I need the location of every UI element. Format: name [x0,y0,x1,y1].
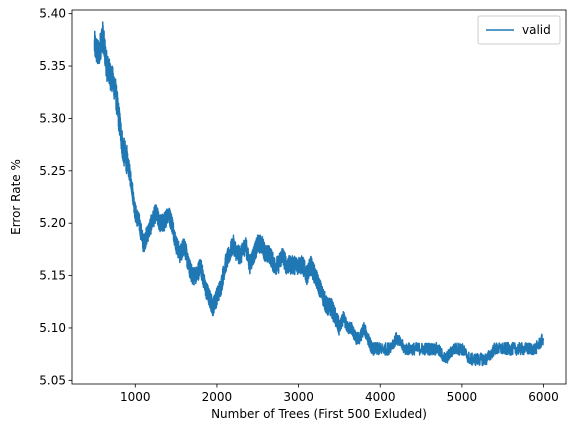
series-line-valid [93,21,545,367]
x-tick-label: 1000 [120,390,151,404]
legend: valid [477,15,561,45]
plot-series [93,21,545,367]
x-tick-label: 6000 [528,390,559,404]
plot-frame [71,9,567,385]
x-tick-label: 5000 [447,390,478,404]
x-tick-label: 4000 [365,390,396,404]
y-tick-label: 5.05 [39,373,66,387]
y-tick-label: 5.15 [39,269,66,283]
y-tick-label: 5.30 [39,111,66,125]
legend-box [477,15,561,45]
x-axis-ticks: 1000 2000 3000 4000 5000 6000 [120,384,559,404]
legend-entry-valid: valid [522,23,551,37]
y-tick-label: 5.40 [39,7,66,21]
y-tick-label: 5.35 [39,59,66,73]
x-tick-label: 3000 [283,390,314,404]
x-tick-label: 2000 [202,390,233,404]
y-tick-label: 5.10 [39,321,66,335]
x-axis-label: Number of Trees (First 500 Exluded) [211,407,427,421]
y-tick-label: 5.20 [39,216,66,230]
y-axis-ticks: 5.05 5.10 5.15 5.20 5.25 5.30 5.35 5.40 [39,7,72,387]
y-tick-label: 5.25 [39,164,66,178]
y-axis-label: Error Rate % [9,159,23,235]
